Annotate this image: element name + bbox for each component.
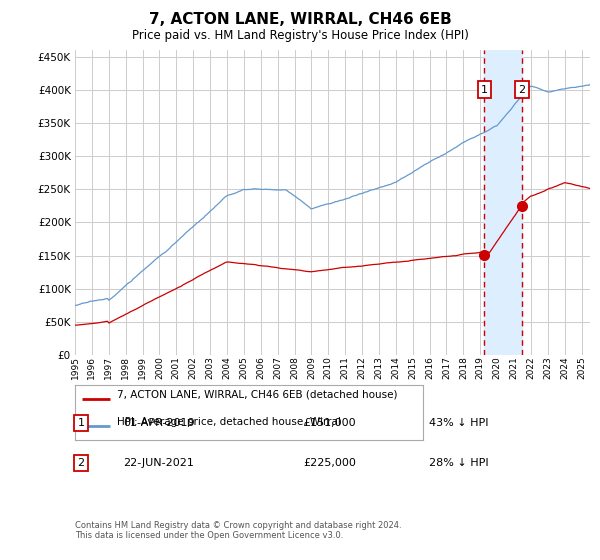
Text: 01-APR-2019: 01-APR-2019 (123, 418, 194, 428)
Text: 43% ↓ HPI: 43% ↓ HPI (429, 418, 488, 428)
Text: £151,000: £151,000 (303, 418, 356, 428)
Text: HPI: Average price, detached house, Wirral: HPI: Average price, detached house, Wirr… (117, 417, 341, 427)
Text: 7, ACTON LANE, WIRRAL, CH46 6EB: 7, ACTON LANE, WIRRAL, CH46 6EB (149, 12, 451, 27)
Text: 7, ACTON LANE, WIRRAL, CH46 6EB (detached house): 7, ACTON LANE, WIRRAL, CH46 6EB (detache… (117, 390, 397, 400)
Text: 1: 1 (77, 418, 85, 428)
Bar (484, 50, 522, 355)
Text: Price paid vs. HM Land Registry's House Price Index (HPI): Price paid vs. HM Land Registry's House … (131, 29, 469, 42)
Text: 22-JUN-2021: 22-JUN-2021 (123, 458, 194, 468)
Text: 28% ↓ HPI: 28% ↓ HPI (429, 458, 488, 468)
Text: 1: 1 (481, 85, 488, 95)
Text: 2: 2 (77, 458, 85, 468)
Text: Contains HM Land Registry data © Crown copyright and database right 2024.
This d: Contains HM Land Registry data © Crown c… (75, 521, 401, 540)
Text: 2: 2 (518, 85, 526, 95)
Text: £225,000: £225,000 (303, 458, 356, 468)
